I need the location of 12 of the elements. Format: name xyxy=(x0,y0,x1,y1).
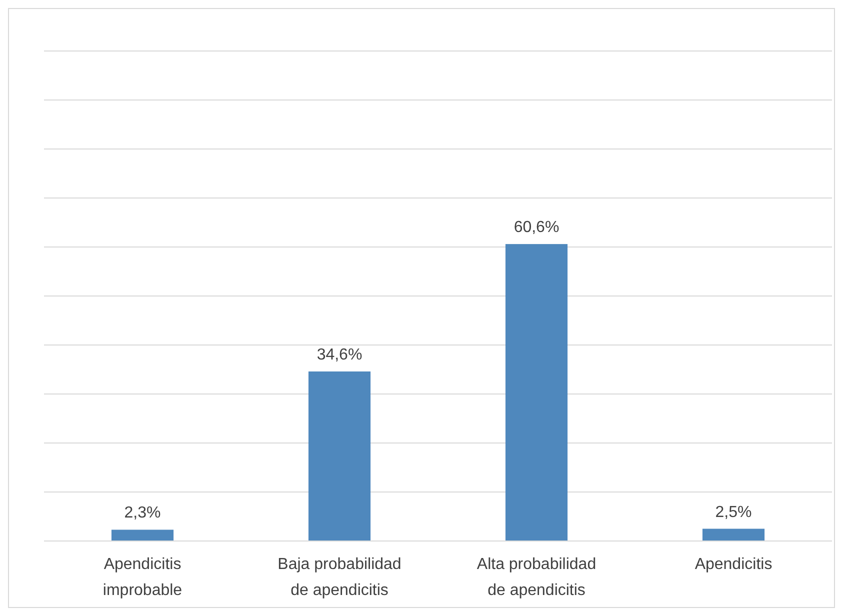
x-tick-label: Alta probabilidad de apendicitis xyxy=(476,556,596,599)
data-label: 2,5% xyxy=(715,504,752,521)
x-tick-label: Baja probabilidad de apendicitis xyxy=(278,556,402,599)
data-label: 2,3% xyxy=(124,504,161,522)
bar xyxy=(505,244,568,541)
bar xyxy=(111,530,174,541)
data-label: 34,6% xyxy=(316,346,362,364)
bar xyxy=(702,528,765,541)
bar xyxy=(308,371,371,541)
x-tick-label: Apendicitis improbable xyxy=(102,556,182,599)
x-tick-label: Apendicitis xyxy=(694,556,772,573)
data-label: 60,6% xyxy=(514,219,560,236)
